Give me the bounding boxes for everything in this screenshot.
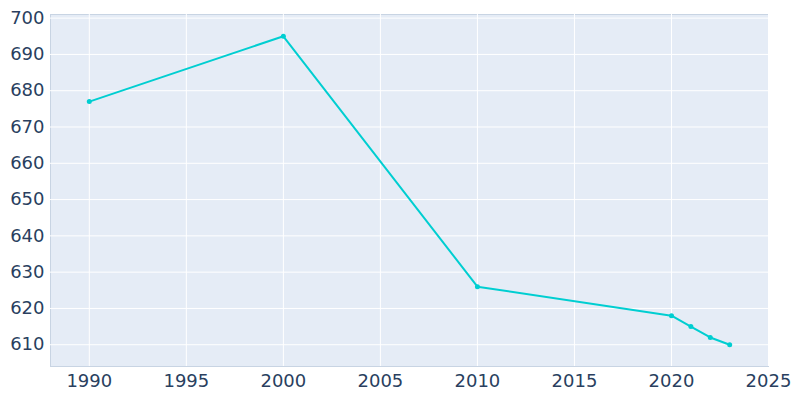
svg-text:620: 620 (10, 297, 44, 318)
svg-text:1990: 1990 (66, 370, 112, 391)
svg-text:630: 630 (10, 261, 44, 282)
svg-text:610: 610 (10, 333, 44, 354)
svg-text:2015: 2015 (552, 370, 598, 391)
svg-text:660: 660 (10, 152, 44, 173)
svg-text:2010: 2010 (455, 370, 501, 391)
svg-text:2005: 2005 (357, 370, 403, 391)
svg-text:2000: 2000 (260, 370, 306, 391)
svg-text:2020: 2020 (649, 370, 695, 391)
svg-text:1995: 1995 (163, 370, 209, 391)
svg-text:670: 670 (10, 116, 44, 137)
svg-text:650: 650 (10, 188, 44, 209)
svg-text:640: 640 (10, 225, 44, 246)
svg-text:700: 700 (10, 7, 44, 28)
svg-text:690: 690 (10, 43, 44, 64)
svg-text:2025: 2025 (746, 370, 792, 391)
svg-text:680: 680 (10, 79, 44, 100)
